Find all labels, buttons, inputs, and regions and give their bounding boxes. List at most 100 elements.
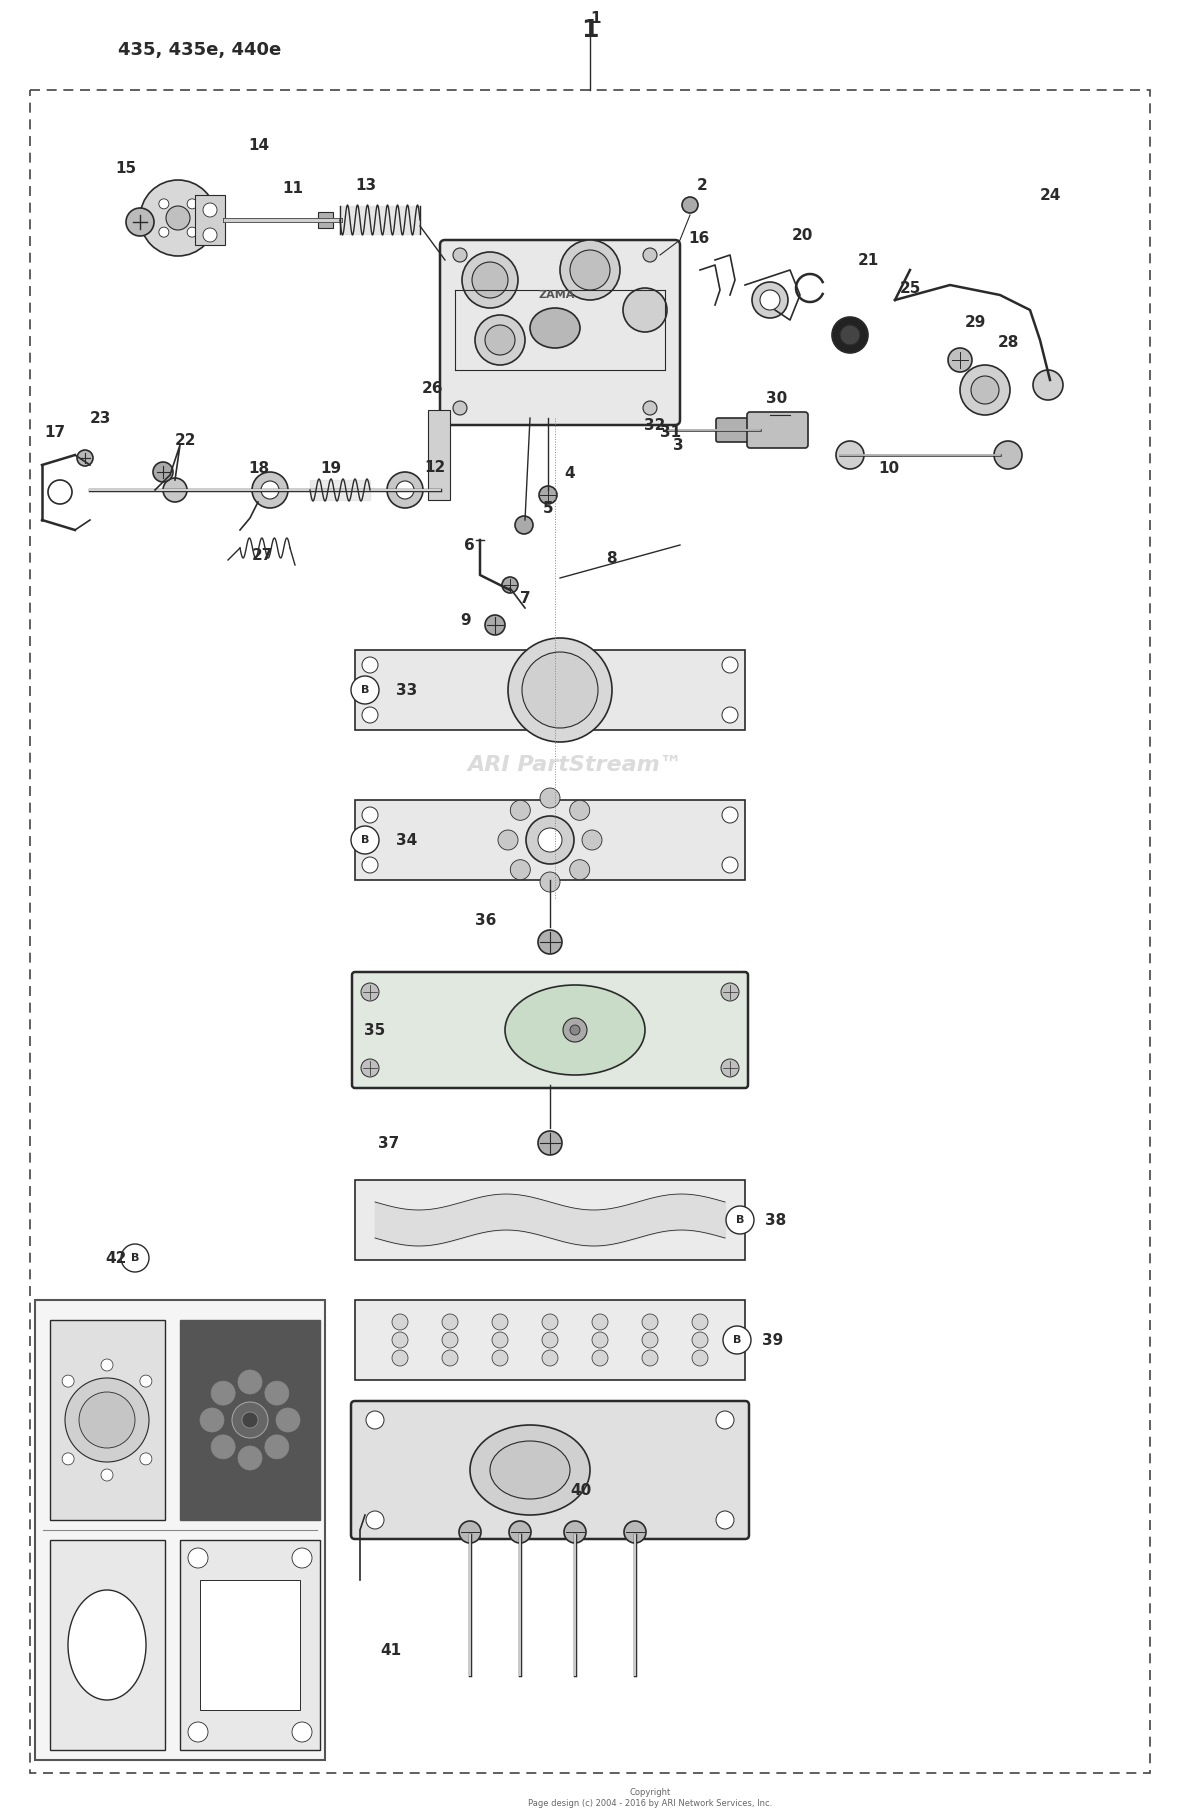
Text: 34: 34 [396,832,418,847]
Circle shape [716,1411,734,1429]
Text: 8: 8 [607,551,617,566]
Circle shape [366,1411,384,1429]
Circle shape [48,480,72,504]
FancyBboxPatch shape [195,196,225,245]
Text: 3: 3 [673,437,683,453]
Bar [50,1320,165,1519]
Text: 16: 16 [688,230,709,245]
Circle shape [498,830,518,850]
Text: 24: 24 [1040,187,1061,203]
Text: ZAMA: ZAMA [539,290,575,299]
Text: 18: 18 [248,461,269,475]
Text: B: B [733,1334,741,1345]
Circle shape [453,401,467,415]
Text: B: B [361,685,369,694]
Bar [50,1539,165,1750]
Circle shape [77,450,93,466]
Ellipse shape [490,1441,570,1499]
Text: 33: 33 [396,682,418,698]
Text: 37: 37 [378,1135,399,1151]
Circle shape [463,252,518,308]
Circle shape [542,1314,558,1331]
Circle shape [188,1722,208,1742]
Circle shape [350,676,379,703]
Circle shape [691,1351,708,1365]
Text: 20: 20 [792,227,813,243]
Circle shape [682,198,699,212]
Ellipse shape [530,308,581,348]
Circle shape [453,248,467,263]
Circle shape [526,816,573,865]
Circle shape [253,471,288,508]
Circle shape [723,1325,750,1354]
Ellipse shape [470,1425,590,1516]
Circle shape [238,1447,262,1470]
Circle shape [79,1392,135,1449]
Circle shape [101,1360,113,1371]
Ellipse shape [68,1590,146,1701]
Circle shape [492,1314,509,1331]
Circle shape [188,1548,208,1568]
Circle shape [538,1131,562,1155]
Text: 32: 32 [644,417,666,433]
Circle shape [101,1469,113,1481]
Text: B: B [736,1215,745,1226]
Circle shape [570,800,590,819]
Text: Copyright
Page design (c) 2004 - 2016 by ARI Network Services, Inc.: Copyright Page design (c) 2004 - 2016 by… [527,1788,772,1808]
Bar [181,1320,320,1519]
Circle shape [564,1521,586,1543]
Circle shape [159,199,169,208]
Bar [181,1539,320,1750]
Text: 13: 13 [355,178,376,192]
Text: B: B [361,836,369,845]
Circle shape [542,1333,558,1349]
Text: 435, 435e, 440e: 435, 435e, 440e [118,42,282,60]
Text: 29: 29 [965,314,986,330]
Ellipse shape [505,984,645,1075]
Circle shape [442,1333,458,1349]
Circle shape [994,441,1022,470]
Text: 42: 42 [105,1251,126,1265]
Circle shape [485,615,505,635]
Text: 26: 26 [422,381,444,395]
Circle shape [392,1333,408,1349]
Circle shape [140,1452,152,1465]
Circle shape [510,800,530,819]
Circle shape [211,1434,235,1459]
Circle shape [726,1206,754,1235]
Circle shape [540,789,560,809]
Circle shape [492,1333,509,1349]
Circle shape [643,401,657,415]
Text: 31: 31 [660,424,681,439]
Circle shape [716,1510,734,1528]
Circle shape [276,1409,300,1432]
Circle shape [163,479,186,502]
Circle shape [203,203,217,218]
Text: 35: 35 [363,1023,385,1037]
Circle shape [832,317,868,354]
Circle shape [642,1351,658,1365]
Circle shape [122,1244,149,1273]
Bar [35,1300,324,1760]
Circle shape [760,290,780,310]
Circle shape [721,983,739,1001]
FancyBboxPatch shape [440,239,680,424]
Text: 38: 38 [765,1213,786,1227]
Circle shape [126,208,155,236]
Circle shape [153,462,173,482]
Text: 17: 17 [44,424,65,439]
Circle shape [63,1452,74,1465]
Circle shape [514,517,533,535]
Circle shape [211,1382,235,1405]
Circle shape [291,1722,312,1742]
FancyBboxPatch shape [317,212,333,228]
Circle shape [582,830,602,850]
Text: 40: 40 [570,1483,591,1498]
Text: 12: 12 [424,459,445,475]
Circle shape [159,227,169,238]
Circle shape [563,1019,586,1042]
Circle shape [492,1351,509,1365]
Circle shape [971,375,999,404]
Circle shape [264,1382,289,1405]
Circle shape [442,1351,458,1365]
